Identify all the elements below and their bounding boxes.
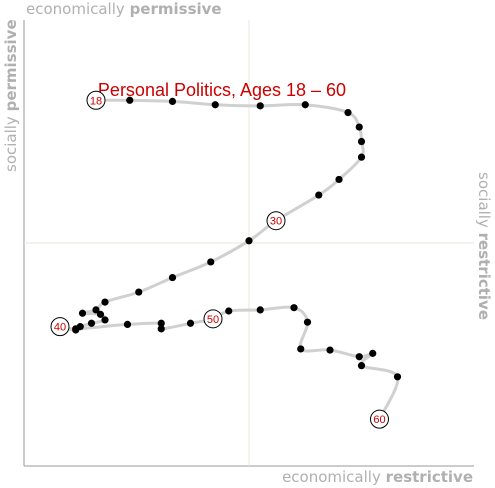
data-point-13 [245, 237, 253, 245]
data-point-18 [92, 306, 100, 314]
data-point-22 [87, 319, 96, 327]
data-point-17 [101, 298, 109, 306]
data-point-8 [357, 137, 366, 146]
data-point-39 [369, 349, 377, 357]
series-line [58, 98, 400, 420]
age-marker-circle [266, 211, 286, 231]
data-point-28 [157, 319, 165, 327]
age-label: 50 [207, 314, 219, 326]
data-point-7 [355, 123, 363, 131]
data-point-2 [168, 97, 177, 105]
x-axis-label-restrictive: economically restrictive [282, 468, 473, 486]
data-point-32 [225, 307, 233, 315]
data-point-37 [326, 346, 334, 354]
age-label: 30 [270, 216, 282, 228]
data-point-34 [290, 304, 298, 312]
data-point-15 [168, 273, 177, 282]
age-marker-30: 30 [266, 211, 286, 231]
data-point-11 [315, 191, 323, 199]
data-point-36 [297, 345, 305, 353]
data-point-30 [186, 319, 195, 327]
data-point-16 [135, 288, 143, 296]
data-point-5 [301, 101, 309, 109]
data-point-38 [355, 353, 363, 361]
data-point-21 [101, 316, 109, 324]
age-marker-circle [86, 90, 106, 110]
age-marker-circle [370, 409, 389, 429]
data-point-3 [211, 101, 219, 109]
chart-title: Personal Politics, Ages 18 – 60 [98, 80, 346, 100]
data-point-41 [393, 373, 402, 381]
age-label: 40 [54, 322, 66, 334]
data-point-33 [256, 306, 264, 314]
data-point-29 [157, 325, 165, 333]
age-label: 60 [373, 414, 385, 426]
age-marker-circle [203, 309, 223, 329]
data-point-40 [357, 362, 366, 370]
data-point-1 [126, 96, 134, 104]
age-marker-circle [50, 317, 70, 337]
data-point-10 [335, 175, 343, 184]
x-axis-label-permissive: economically permissive [26, 0, 222, 18]
data-point-35 [303, 318, 312, 326]
data-point-19 [78, 309, 87, 317]
age-marker-60: 60 [370, 409, 389, 429]
age-marker-50: 50 [203, 309, 223, 329]
age-marker-18: 18 [86, 90, 106, 110]
data-point-6 [344, 108, 352, 117]
age-label: 18 [90, 95, 102, 107]
data-point-27 [123, 320, 132, 328]
data-point-9 [357, 153, 366, 161]
data-point-20 [96, 310, 105, 318]
age-marker-40: 40 [50, 317, 70, 337]
data-point-4 [256, 102, 264, 110]
data-point-14 [207, 258, 215, 266]
data-point-26 [72, 325, 80, 333]
